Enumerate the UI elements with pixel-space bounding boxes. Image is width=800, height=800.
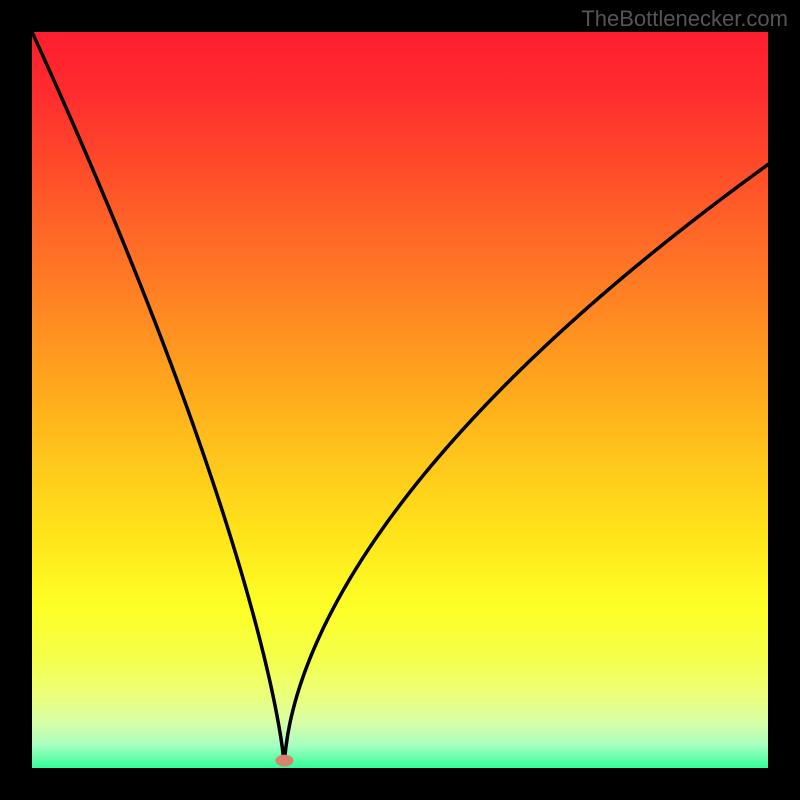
- gradient-background: [32, 32, 768, 768]
- watermark-text: TheBottlenecker.com: [581, 6, 788, 32]
- optimal-point-marker: [275, 755, 293, 767]
- chart-container: TheBottlenecker.com: [0, 0, 800, 800]
- bottleneck-chart: [0, 0, 800, 800]
